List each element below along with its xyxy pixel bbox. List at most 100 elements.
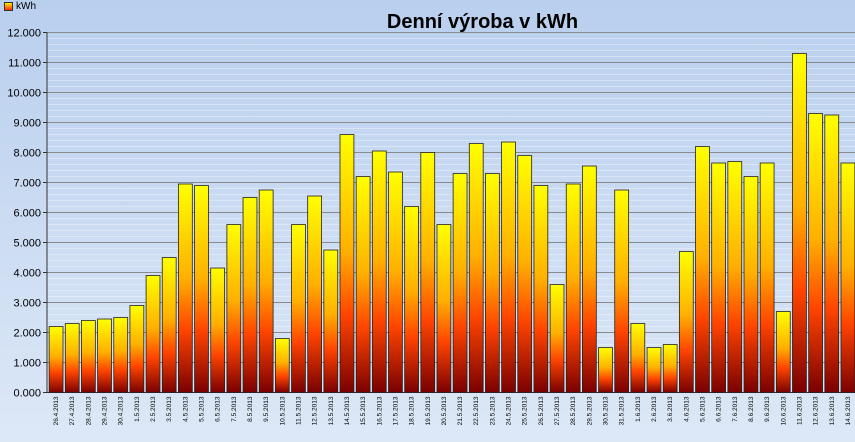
bar — [824, 114, 840, 393]
x-tick-label: 26.4.2013 — [53, 396, 60, 425]
x-tick-label: 8.5.2013 — [247, 396, 254, 422]
x-tick-label: 31.5.2013 — [619, 396, 626, 425]
x-tick-label: 19.5.2013 — [425, 396, 432, 425]
bar — [711, 162, 726, 393]
y-tick-label: 5.000 — [13, 238, 41, 250]
bar — [630, 323, 646, 393]
bar — [404, 206, 419, 393]
bar — [161, 257, 177, 393]
y-tick-label: 1.000 — [13, 358, 41, 370]
x-tick-label: 28.4.2013 — [85, 396, 92, 425]
bar — [436, 224, 452, 393]
bar — [81, 320, 96, 393]
x-tick-label: 15.5.2013 — [360, 396, 367, 425]
bar — [485, 173, 500, 393]
bar — [662, 344, 678, 393]
x-tick-label: 13.6.2013 — [829, 396, 836, 425]
bar — [759, 162, 775, 393]
bar — [371, 150, 387, 393]
x-tick-label: 5.6.2013 — [699, 396, 706, 422]
bar — [565, 183, 581, 393]
legend-label: kWh — [16, 1, 36, 12]
x-tick-label: 28.5.2013 — [570, 396, 577, 425]
x-tick-label: 5.5.2013 — [199, 396, 206, 422]
bar — [339, 134, 355, 393]
legend-swatch — [4, 2, 13, 11]
bar — [775, 311, 791, 393]
y-tick-label: 2.000 — [13, 328, 41, 340]
x-tick-label: 27.5.2013 — [554, 396, 561, 425]
x-tick-label: 18.5.2013 — [409, 396, 416, 425]
x-tick-label: 23.5.2013 — [489, 396, 496, 425]
x-tick-label: 9.6.2013 — [764, 396, 771, 422]
x-tick-label: 30.5.2013 — [603, 396, 610, 425]
x-tick-label: 25.5.2013 — [522, 396, 529, 425]
y-tick-label: 12.000 — [7, 28, 41, 40]
bar — [307, 195, 322, 393]
x-tick-label: 12.6.2013 — [813, 396, 820, 425]
y-tick-label: 3.000 — [13, 298, 41, 310]
chart-title: Denní výroba v kWh — [386, 11, 579, 33]
x-tick-label: 7.5.2013 — [231, 396, 238, 422]
x-tick-label: 9.5.2013 — [263, 396, 270, 422]
x-tick-label: 13.5.2013 — [328, 396, 335, 425]
bar — [97, 318, 112, 393]
bar — [727, 161, 743, 393]
x-tick-label: 16.5.2013 — [376, 396, 383, 425]
bar — [113, 317, 129, 393]
bar — [792, 53, 807, 393]
bar — [48, 326, 64, 393]
x-tick-label: 30.4.2013 — [118, 396, 125, 425]
bar — [695, 146, 710, 393]
bar — [533, 185, 549, 393]
bar — [598, 347, 613, 393]
x-tick-label: 2.6.2013 — [651, 396, 658, 422]
x-tick-label: 14.6.2013 — [845, 396, 852, 425]
y-tick-label: 4.000 — [13, 268, 41, 280]
bar — [468, 143, 484, 393]
y-tick-label: 8.000 — [13, 148, 41, 160]
bar — [323, 249, 339, 393]
x-tick-label: 21.5.2013 — [457, 396, 464, 425]
x-tick-label: 20.5.2013 — [441, 396, 448, 425]
bar — [808, 113, 823, 393]
bar — [210, 267, 226, 393]
x-tick-label: 14.5.2013 — [344, 396, 351, 425]
bar — [291, 224, 306, 393]
x-tick-label: 1.6.2013 — [635, 396, 642, 422]
bar — [420, 152, 436, 393]
x-tick-label: 27.4.2013 — [69, 396, 76, 425]
x-tick-label: 29.4.2013 — [102, 396, 109, 425]
x-tick-label: 12.5.2013 — [312, 396, 319, 425]
x-tick-label: 7.6.2013 — [732, 396, 739, 422]
x-tick-label: 11.6.2013 — [796, 396, 803, 425]
x-tick-label: 11.5.2013 — [295, 396, 302, 425]
y-tick-label: 0.000 — [13, 388, 41, 400]
bar — [355, 176, 371, 393]
y-tick-label: 6.000 — [13, 208, 41, 220]
x-tick-label: 6.6.2013 — [716, 396, 723, 422]
x-tick-label: 1.5.2013 — [134, 396, 141, 422]
bar — [258, 189, 274, 393]
bar — [452, 173, 468, 393]
bar — [194, 185, 209, 393]
y-tick-label: 7.000 — [13, 178, 41, 190]
x-tick-label: 24.5.2013 — [506, 396, 513, 425]
bar — [178, 183, 193, 393]
x-tick-label: 2.5.2013 — [150, 396, 157, 422]
x-tick-label: 4.6.2013 — [683, 396, 690, 422]
bar — [840, 162, 855, 393]
y-tick-label: 11.000 — [8, 58, 41, 70]
bar — [743, 176, 759, 393]
bar — [242, 197, 258, 393]
bar — [517, 155, 533, 393]
bar — [388, 171, 403, 393]
x-tick-label: 6.5.2013 — [215, 396, 222, 422]
y-tick-label: 10.000 — [7, 88, 41, 100]
x-tick-label: 3.5.2013 — [166, 396, 173, 422]
x-tick-label: 4.5.2013 — [182, 396, 189, 422]
bar — [582, 165, 597, 393]
bar — [274, 338, 290, 393]
x-tick-label: 29.5.2013 — [586, 396, 593, 425]
